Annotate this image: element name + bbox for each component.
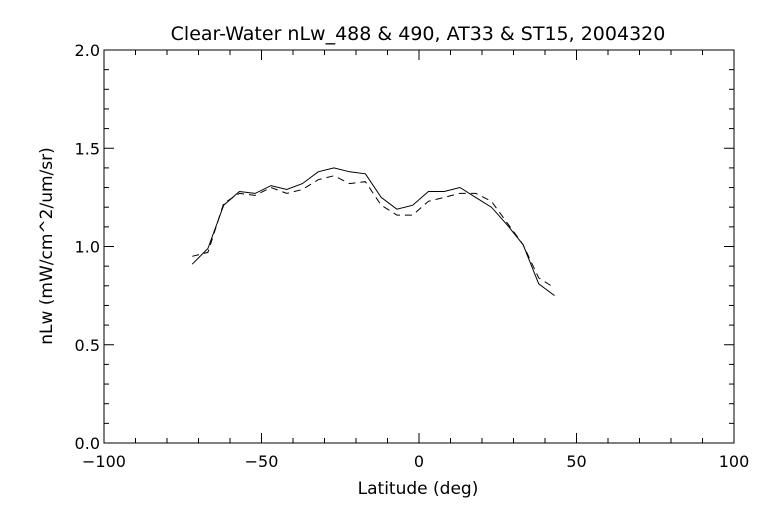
x-tick-label: −50 [245,452,279,471]
x-tick-label: 0 [414,452,424,471]
x-tick-label: −100 [82,452,126,471]
x-axis-label: Latitude (deg) [358,479,479,499]
series-group [191,167,555,297]
y-tick-label: 0.5 [75,336,100,355]
y-tick-label: 2.0 [75,41,100,60]
y-tick-label: 1.5 [75,139,100,158]
x-tick-label: 100 [719,452,750,471]
y-axis-label: nLw (mW/cm^2/um/sr) [37,147,57,345]
axis-ticks [103,49,735,444]
series-line-dashed [192,175,555,289]
axis-tick-labels: −100 −50 0 50 100 0.0 0.5 1.0 1.5 2.0 [75,41,750,471]
plot-frame [103,49,735,444]
chart-title: Clear-Water nLw_488 & 490, AT33 & ST15, … [171,23,666,45]
y-tick-label: 1.0 [75,238,100,257]
x-tick-label: 50 [566,452,586,471]
series-line-solid [191,167,555,297]
y-tick-label: 0.0 [75,434,100,453]
